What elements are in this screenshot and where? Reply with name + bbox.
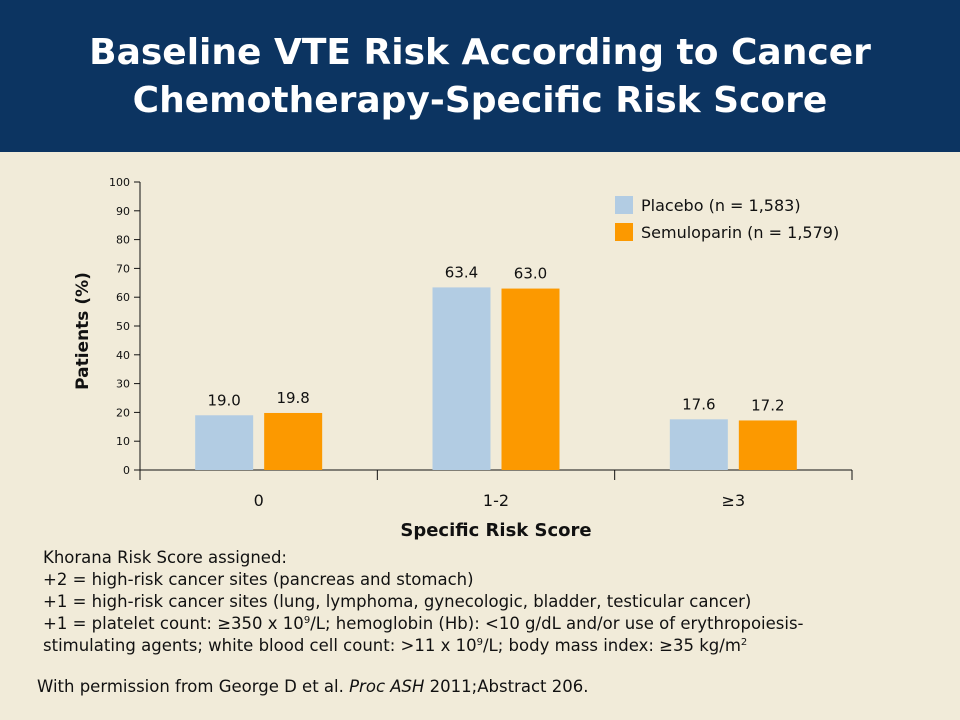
y-tick-label: 80 xyxy=(116,234,130,247)
note-line-1: Khorana Risk Score assigned: xyxy=(43,548,287,567)
source-prefix: With permission from George D et al. xyxy=(37,677,350,696)
bar xyxy=(738,420,797,470)
note-line-4-text-a: +1 = platelet count: ≥350 x 10 xyxy=(43,614,304,633)
bar-value-label: 19.0 xyxy=(207,391,240,409)
legend-label: Semuloparin (n = 1,579) xyxy=(641,223,839,242)
bar-value-label: 63.0 xyxy=(514,265,547,283)
y-tick-label: 70 xyxy=(116,262,130,275)
note-line-4-text-b: /L; hemoglobin (Hb): <10 g/dL and/or use… xyxy=(310,614,804,633)
y-tick-label: 100 xyxy=(109,176,130,189)
y-tick-label: 50 xyxy=(116,320,130,333)
note-line-4-superscript: 9 xyxy=(303,615,311,626)
bar-value-label: 17.6 xyxy=(682,395,715,413)
source-citation: With permission from George D et al. Pro… xyxy=(37,677,588,696)
bar-value-label: 63.4 xyxy=(445,263,478,281)
x-tick-label: ≥3 xyxy=(722,491,746,510)
source-journal: Proc ASH xyxy=(349,677,425,696)
x-tick-label: 0 xyxy=(254,491,264,510)
bar-value-label: 17.2 xyxy=(751,396,784,414)
source-suffix: 2011;Abstract 206. xyxy=(424,677,589,696)
page-title-line2: Chemotherapy-Specific Risk Score xyxy=(132,80,828,121)
bar-value-label: 19.8 xyxy=(276,389,309,407)
khorana-notes: Khorana Risk Score assigned: +2 = high-r… xyxy=(43,547,943,657)
y-tick-label: 0 xyxy=(123,464,130,477)
note-line-5-superscript-1: 9 xyxy=(476,637,483,648)
note-line-5-superscript-2: 2 xyxy=(740,637,748,648)
note-line-5-text-a: stimulating agents; white blood cell cou… xyxy=(43,636,477,655)
title-banner: Baseline VTE Risk According to Cancer Ch… xyxy=(0,0,960,152)
y-axis-title: Patients (%) xyxy=(73,272,93,390)
note-line-4: +1 = platelet count: ≥350 x 109/L; hemog… xyxy=(43,613,943,635)
bar xyxy=(669,419,728,470)
legend-label: Placebo (n = 1,583) xyxy=(641,196,801,215)
note-line-5: stimulating agents; white blood cell cou… xyxy=(43,635,943,657)
note-line-2: +2 = high-risk cancer sites (pancreas an… xyxy=(43,570,474,589)
y-tick-label: 20 xyxy=(116,406,130,419)
note-line-5-text-b: /L; body mass index: ≥35 kg/m xyxy=(482,636,741,655)
y-tick-label: 60 xyxy=(116,291,130,304)
bar xyxy=(195,415,254,470)
legend-swatch xyxy=(615,223,633,241)
x-tick-label: 1-2 xyxy=(483,491,509,510)
note-line-3: +1 = high-risk cancer sites (lung, lymph… xyxy=(43,592,752,611)
y-tick-label: 10 xyxy=(116,435,130,448)
x-axis-title: Specific Risk Score xyxy=(400,520,591,541)
y-tick-label: 30 xyxy=(116,378,130,391)
bar xyxy=(501,288,560,470)
y-tick-label: 90 xyxy=(116,205,130,218)
page-title-line1: Baseline VTE Risk According to Cancer xyxy=(89,32,871,73)
y-tick-label: 40 xyxy=(116,349,130,362)
legend-swatch xyxy=(615,196,633,214)
bar xyxy=(432,287,491,470)
bar xyxy=(264,412,323,470)
